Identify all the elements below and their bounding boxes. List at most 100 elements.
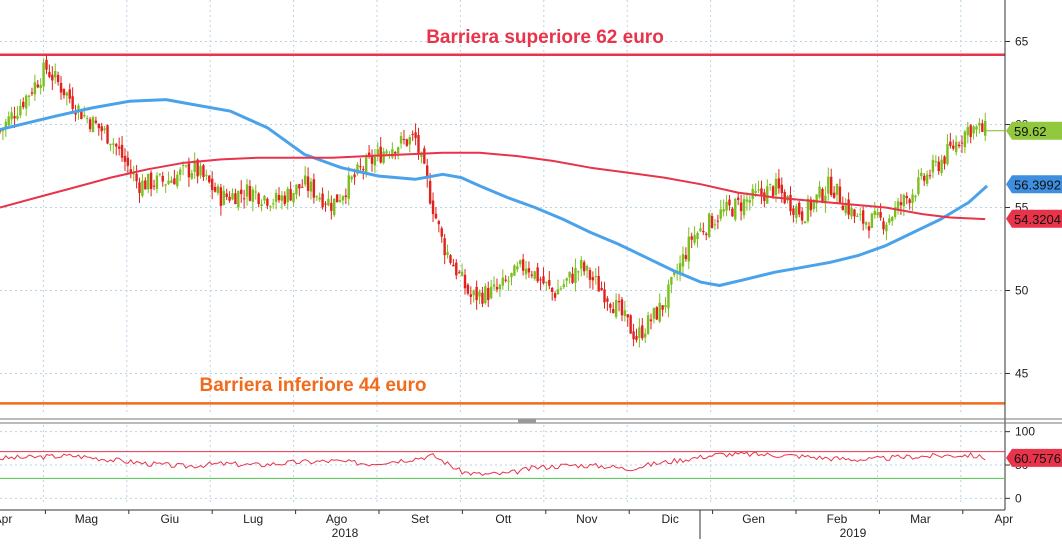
candle-body (109, 143, 112, 146)
candle-body (437, 221, 441, 225)
candle-body (626, 314, 629, 318)
candle-body (495, 287, 499, 290)
candle-body (353, 174, 356, 178)
candle-body (975, 126, 978, 130)
candle-body (635, 336, 638, 340)
candle-body (231, 193, 234, 200)
candle-body (30, 92, 34, 94)
candle-body (36, 84, 39, 88)
candle-body (943, 156, 946, 164)
candle-body (242, 198, 246, 200)
candle-body (757, 189, 760, 191)
candle-body (835, 183, 839, 195)
candle-body (237, 191, 240, 208)
moving-averages (0, 98, 989, 287)
candle-body (768, 183, 772, 185)
candle-body (117, 146, 121, 149)
candle-body (234, 193, 237, 205)
candle-body (324, 203, 327, 205)
candle-body (335, 194, 339, 203)
candle-body (251, 189, 255, 202)
candle-body (158, 173, 162, 175)
candle-body (170, 180, 173, 183)
candle-body (963, 131, 967, 148)
candle-body (126, 157, 130, 166)
year-label: 2018 (332, 526, 359, 539)
candle-body (832, 192, 836, 198)
candle-body (492, 284, 496, 287)
candle-body (356, 164, 359, 174)
candle-body (455, 262, 458, 276)
month-label: Ago (326, 512, 348, 526)
candle-body (609, 304, 612, 308)
candle-body (591, 277, 595, 281)
candle-body (620, 299, 624, 316)
candle-body (91, 117, 95, 133)
candle-body (917, 177, 920, 195)
candle-body (536, 267, 539, 282)
candle-body (315, 196, 318, 198)
candle-body (565, 278, 568, 281)
candle-body (774, 178, 778, 195)
candle-body (68, 89, 71, 99)
panel-splitter-handle (518, 419, 536, 423)
candle-body (501, 277, 504, 286)
month-label: Gen (742, 512, 765, 526)
candle-body (394, 151, 397, 154)
candle-body (699, 228, 702, 232)
candle-body (222, 190, 225, 205)
candle-body (367, 152, 371, 157)
candle-body (850, 207, 853, 217)
candle-body (882, 221, 885, 230)
y-tick-label: 45 (1015, 367, 1029, 381)
candle-body (705, 233, 708, 235)
candle-body (798, 202, 801, 215)
candle-body (196, 159, 199, 177)
candle-body (408, 136, 411, 145)
grid (0, 0, 1005, 505)
candle-body (719, 209, 722, 219)
candle-body (181, 165, 185, 167)
candle-body (803, 221, 807, 224)
candle-body (219, 187, 223, 206)
candle-body (303, 175, 307, 185)
candle-body (33, 82, 37, 95)
candle-body (792, 208, 795, 215)
candle-body (85, 118, 89, 120)
candle-body (391, 149, 394, 158)
candle-body (940, 159, 943, 174)
candle-body (594, 276, 597, 278)
candle-body (978, 122, 981, 126)
candle-body (338, 200, 342, 202)
candle-body (911, 194, 914, 203)
osc-y-tick-label: 0 (1015, 491, 1022, 505)
candle-body (652, 308, 656, 319)
candle-body (475, 286, 478, 301)
y-tick-label: 50 (1015, 284, 1029, 298)
candle-body (213, 186, 217, 192)
candle-body (795, 206, 798, 218)
candle-body (42, 62, 45, 87)
candle-body (960, 142, 964, 144)
candle-body (466, 284, 470, 294)
candle-body (0, 130, 2, 132)
candle-body (330, 202, 333, 211)
month-label: Mar (910, 512, 931, 526)
candle-body (806, 198, 810, 222)
candle-body (859, 214, 862, 216)
candle-body (527, 268, 531, 273)
candle-body (56, 74, 60, 83)
candle-body (71, 96, 74, 109)
candle-body (74, 111, 77, 115)
candle-body (972, 126, 975, 134)
candle-body (106, 125, 109, 144)
candle-body (112, 143, 115, 145)
candle-body (949, 141, 952, 146)
candle-body (684, 255, 688, 260)
candle-body (928, 175, 932, 177)
candle-body (722, 209, 725, 212)
candle-body (123, 156, 127, 162)
